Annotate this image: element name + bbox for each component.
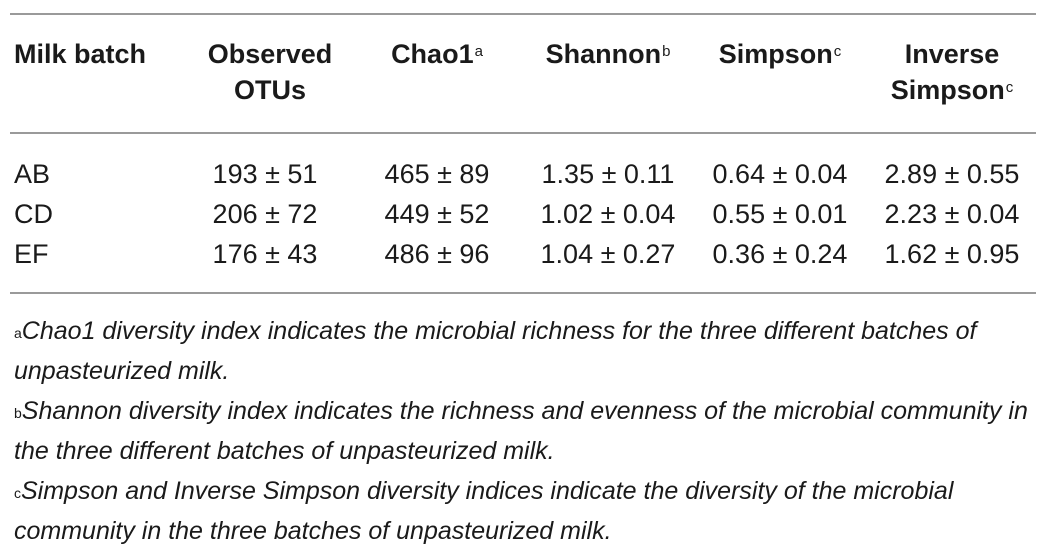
cell-inverse-simpson: 2.23 ± 0.04	[884, 199, 1020, 229]
header-inverse-simpson: Inverse Simpsonc	[890, 39, 1014, 105]
cell-inverse-simpson: 2.89 ± 0.55	[884, 159, 1020, 189]
header-inverse-simpson-sup: c	[1005, 79, 1014, 96]
cell-batch: CD	[14, 199, 53, 229]
table-top-rule	[10, 13, 1036, 15]
header-observed-otus: Observed OTUs	[207, 39, 333, 105]
cell-otus: 206 ± 72	[212, 199, 318, 229]
cell-otus: 193 ± 51	[212, 159, 318, 189]
cell-chao1: 449 ± 52	[384, 199, 490, 229]
header-chao1-sup: a	[474, 43, 483, 60]
cell-shannon: 1.04 ± 0.27	[540, 239, 676, 269]
header-simpson-sup: c	[833, 43, 842, 60]
header-simpson: Simpsonc	[718, 39, 842, 69]
cell-otus: 176 ± 43	[212, 239, 318, 269]
cell-inverse-simpson: 1.62 ± 0.95	[884, 239, 1020, 269]
table-bottom-rule	[10, 292, 1036, 294]
header-milk-batch: Milk batch	[14, 39, 147, 69]
footnote-c: cSimpson and Inverse Simpson diversity i…	[14, 471, 1044, 551]
footnote-a-text: Chao1 diversity index indicates the micr…	[14, 317, 977, 385]
cell-batch: AB	[14, 159, 51, 189]
footnote-c-text: Simpson and Inverse Simpson diversity in…	[14, 477, 954, 545]
cell-chao1: 465 ± 89	[384, 159, 490, 189]
cell-simpson: 0.36 ± 0.24	[712, 239, 848, 269]
footnote-b-mark: b	[14, 405, 22, 421]
footnote-a: aChao1 diversity index indicates the mic…	[14, 311, 1044, 391]
cell-simpson: 0.55 ± 0.01	[712, 199, 848, 229]
cell-chao1: 486 ± 96	[384, 239, 490, 269]
header-shannon: Shannonb	[545, 39, 671, 69]
cell-simpson: 0.64 ± 0.04	[712, 159, 848, 189]
header-chao1: Chao1a	[391, 39, 483, 69]
footnote-b-text: Shannon diversity index indicates the ri…	[14, 397, 1028, 465]
footnote-a-mark: a	[14, 325, 22, 341]
footnotes: aChao1 diversity index indicates the mic…	[14, 311, 1044, 551]
cell-batch: EF	[14, 239, 49, 269]
cell-shannon: 1.35 ± 0.11	[541, 159, 675, 189]
table-header-rule	[10, 132, 1036, 134]
footnote-b: bShannon diversity index indicates the r…	[14, 391, 1044, 471]
cell-shannon: 1.02 ± 0.04	[540, 199, 676, 229]
footnote-c-mark: c	[14, 485, 21, 501]
header-shannon-sup: b	[662, 43, 671, 60]
